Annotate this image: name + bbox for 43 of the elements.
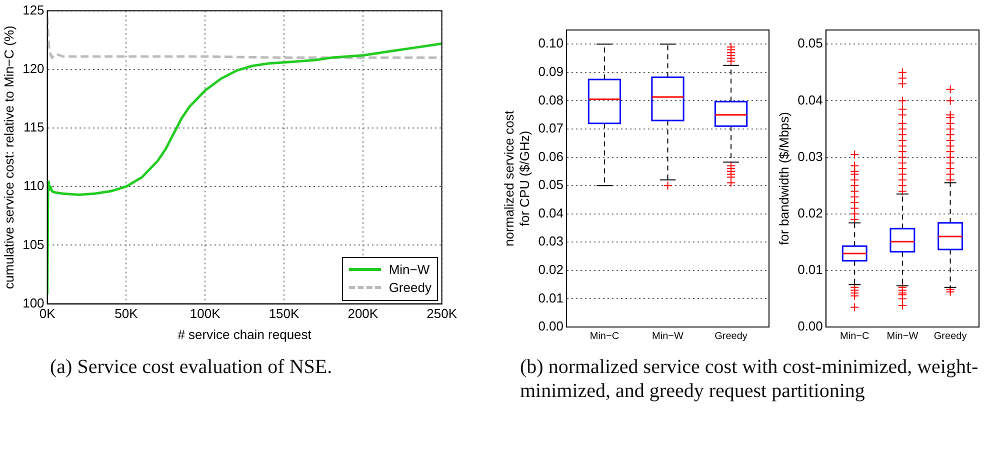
x-axis-title: # service chain request (178, 326, 312, 342)
y-tick-label: 0.02 (538, 262, 564, 278)
line-series (47, 15, 442, 59)
y-tick-label: 0.04 (798, 92, 823, 108)
x-tick-label: Greedy (934, 330, 967, 342)
x-tick-label: Min−C (590, 330, 620, 342)
y-tick-label: 0.02 (798, 205, 823, 220)
y-tick-label: 0.06 (538, 148, 564, 164)
y-tick-label: 0.00 (798, 318, 823, 334)
y-tick-label: 0.07 (538, 120, 564, 136)
legend-label: Min−W (388, 262, 430, 278)
x-tick-label: 100K (190, 306, 221, 322)
y-axis-title: normalized service cost for CPU ($/GHz) (501, 110, 532, 246)
text: (b) normalized service cost with cost-minimized, weight-minimized, and greedy request partitioning (520, 355, 980, 403)
x-tick-label: 150K (268, 306, 300, 322)
y-tick-label: 115 (24, 120, 44, 135)
x-tick-label: 50K (114, 306, 138, 322)
y-tick-label: 0.08 (538, 92, 564, 108)
y-axis-title: cumulative service cost: relative to Min−C (%) (1, 26, 16, 289)
x-tick-label: 200K (348, 306, 378, 322)
y-tick-label: 0.03 (538, 234, 564, 249)
y-tick-label: 0.05 (538, 177, 564, 192)
x-tick-label: Min−W (886, 330, 919, 342)
text: (a) Service cost evaluation of NSE. (50, 355, 334, 379)
y-tick-label: 0.05 (798, 36, 823, 51)
y-tick-label: 0.00 (538, 318, 564, 334)
y-tick-label: 110 (24, 178, 44, 194)
y-tick-label: 125 (22, 2, 44, 18)
x-tick-label: Greedy (714, 330, 748, 342)
legend-label: Greedy (388, 280, 432, 296)
x-tick-label: Min−W (652, 330, 684, 342)
y-tick-label: 0.01 (538, 290, 564, 306)
x-tick-label: 250K (426, 306, 458, 322)
y-tick-label: 120 (22, 60, 44, 76)
y-tick-label: 100 (22, 295, 44, 310)
y-tick-label: 0.09 (538, 64, 564, 80)
y-tick-label: 0.03 (798, 148, 823, 164)
y-tick-label: 105 (22, 236, 44, 252)
y-tick-label: 0.04 (538, 205, 564, 220)
y-tick-label: 0.01 (798, 262, 823, 278)
x-tick-label: Min−C (840, 330, 870, 342)
y-axis-title: for bandwidth ($/Mbps) (776, 112, 792, 245)
y-tick-label: 0.10 (538, 36, 564, 51)
